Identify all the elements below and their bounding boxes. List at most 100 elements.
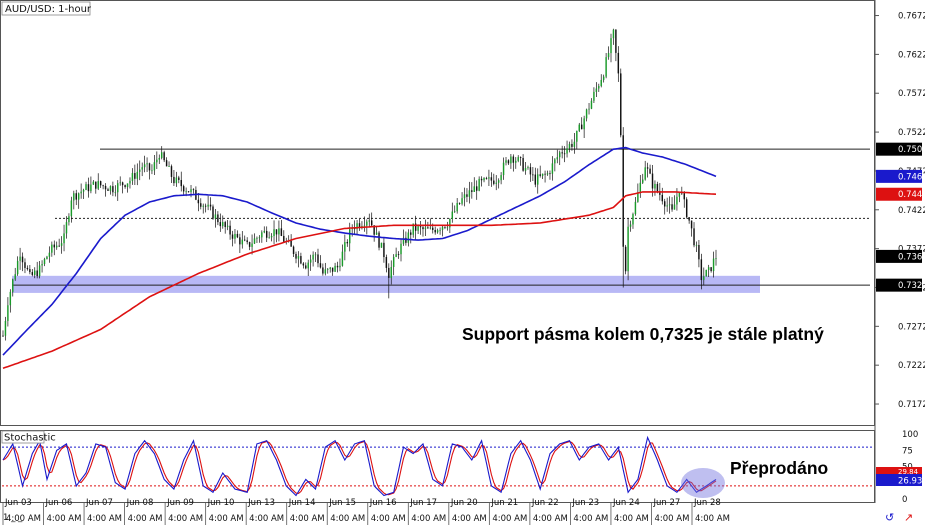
candle-body	[48, 252, 51, 257]
x-date-label: Jun 20	[450, 498, 478, 508]
candle-body	[349, 229, 351, 244]
x-date-label: Jun 07	[85, 498, 113, 508]
candle-body	[510, 156, 512, 164]
candle-body	[427, 227, 429, 229]
candle-body	[588, 108, 590, 110]
x-time-label: 4:00 AM	[533, 514, 568, 524]
candle-body	[507, 160, 510, 164]
candle-body	[678, 192, 681, 197]
candle-body	[478, 178, 480, 191]
candle-body	[407, 232, 410, 243]
candle-body	[453, 211, 456, 213]
x-time-label: 4:00 AM	[47, 514, 82, 524]
x-date-label: Jun 27	[652, 498, 680, 508]
candle-body	[527, 167, 529, 168]
y-tick-label: 0.7372	[898, 245, 925, 255]
candle-body	[375, 232, 378, 235]
candle-body	[31, 272, 34, 275]
x-date-label: Jun 24	[612, 498, 640, 508]
candle-body	[114, 192, 117, 194]
stochastic-y-tick: 0	[902, 495, 907, 505]
candle-body	[439, 229, 441, 231]
candle-body	[329, 267, 331, 269]
candle-body	[661, 194, 664, 202]
candle-body	[666, 205, 668, 207]
candle-body	[546, 173, 549, 175]
candle-body	[566, 148, 568, 154]
candle-body	[642, 179, 644, 183]
candle-body	[436, 230, 439, 233]
oversold-highlight	[681, 468, 725, 498]
moving-average-blue	[2, 146, 717, 356]
candle-body	[324, 269, 327, 274]
candle-body	[463, 194, 466, 199]
candle-body	[656, 183, 659, 192]
candle-body	[444, 226, 446, 228]
y-tick-label: 0.7272	[898, 322, 925, 332]
candle-body	[302, 263, 305, 266]
candle-body	[380, 242, 383, 248]
candle-body	[368, 220, 370, 222]
candle-body	[251, 243, 253, 247]
candle-body	[605, 57, 607, 77]
candle-body	[554, 159, 556, 164]
candle-body	[248, 242, 251, 247]
candle-body	[646, 167, 649, 169]
candle-body	[556, 157, 559, 160]
candle-body	[280, 228, 283, 236]
x-date-label: Jun 17	[409, 498, 437, 508]
candle-body	[710, 267, 712, 272]
candle-body	[429, 227, 432, 229]
candle-body	[104, 185, 107, 190]
price-tag	[876, 278, 922, 292]
candle-body	[668, 204, 671, 206]
candle-body	[561, 152, 563, 154]
sync-icon[interactable]: ↺	[885, 512, 894, 524]
x-date-label: Jun 08	[126, 498, 154, 508]
x-time-label: 4:00 AM	[249, 514, 284, 524]
candle-body	[363, 225, 366, 227]
candle-body	[539, 174, 541, 176]
candle-body	[495, 182, 497, 184]
y-tick-label: 0.7672	[898, 12, 925, 22]
candle-body	[53, 244, 56, 248]
candle-body	[29, 269, 31, 273]
candle-body	[683, 193, 685, 200]
candle-body	[241, 239, 244, 245]
stochastic-k-tag	[876, 474, 922, 486]
candle-body	[707, 267, 710, 270]
y-tick-label: 0.7572	[898, 89, 925, 99]
candle-body	[34, 270, 36, 275]
price-tag-label: 0.7500	[898, 145, 925, 155]
candle-body	[134, 173, 136, 179]
candle-body	[580, 124, 583, 130]
stochastic-y-tick: 100	[902, 430, 918, 440]
candle-body	[502, 162, 505, 176]
candle-body	[346, 242, 349, 244]
chart-title: AUD/USD: 1-hour	[5, 4, 92, 15]
candle-body	[121, 182, 124, 186]
x-date-label: Jun 09	[166, 498, 194, 508]
arrow-icon[interactable]: ↗	[904, 512, 913, 524]
candle-body	[390, 266, 392, 278]
candle-body	[75, 193, 77, 200]
candle-body	[187, 191, 190, 193]
stochastic-d-tag-label: 29.84	[898, 468, 919, 476]
candle-body	[165, 160, 168, 167]
candle-body	[385, 257, 388, 268]
x-date-label: Jun 28	[693, 498, 721, 508]
candle-body	[117, 183, 119, 193]
candle-body	[141, 167, 143, 170]
y-tick-label: 0.7622	[898, 50, 925, 60]
candle-body	[263, 230, 266, 233]
candle-body	[178, 177, 180, 180]
candle-body	[395, 254, 397, 257]
price-tag-label: 0.7325	[898, 281, 925, 291]
candle-body	[319, 263, 322, 268]
candle-body	[60, 243, 63, 246]
candle-body	[446, 227, 449, 229]
candle-body	[7, 305, 9, 321]
candle-body	[600, 79, 602, 87]
candle-body	[151, 170, 153, 172]
candle-body	[107, 189, 109, 191]
